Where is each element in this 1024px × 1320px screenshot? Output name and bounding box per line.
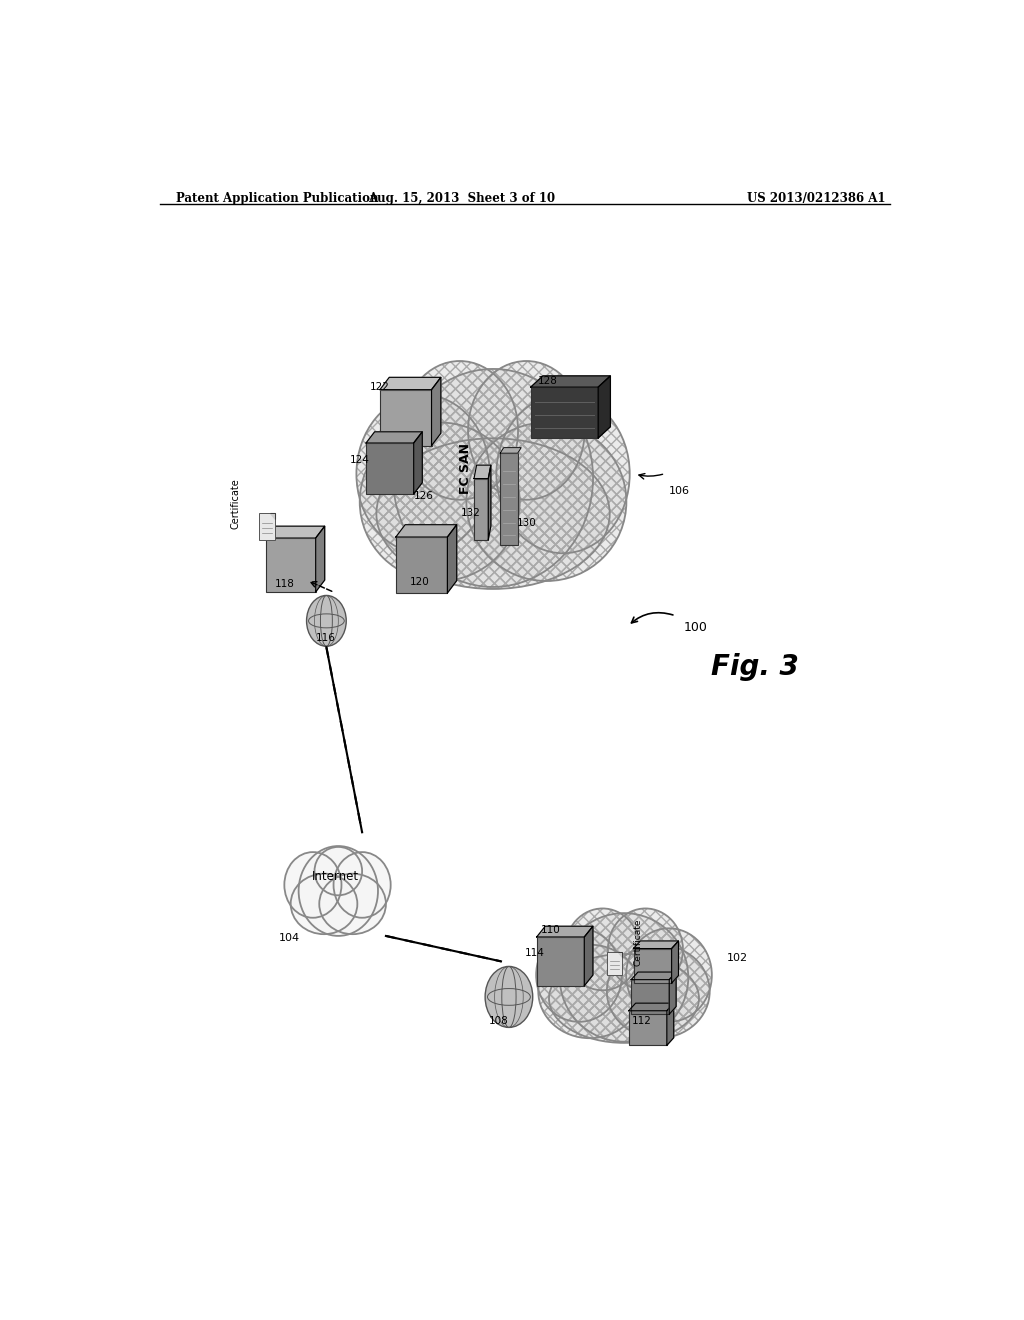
Polygon shape <box>617 952 622 957</box>
Bar <box>634 949 672 983</box>
Bar <box>259 513 274 540</box>
Ellipse shape <box>356 395 489 553</box>
Polygon shape <box>396 525 457 537</box>
Ellipse shape <box>299 846 378 936</box>
Polygon shape <box>634 941 679 949</box>
Bar <box>629 1011 667 1045</box>
Bar <box>265 539 315 591</box>
Text: US 2013/0212386 A1: US 2013/0212386 A1 <box>748 191 886 205</box>
Polygon shape <box>315 527 325 591</box>
Polygon shape <box>598 376 610 438</box>
Polygon shape <box>585 927 593 986</box>
Text: 130: 130 <box>517 519 537 528</box>
Ellipse shape <box>497 395 630 553</box>
Text: Internet: Internet <box>312 870 359 883</box>
Ellipse shape <box>314 847 362 895</box>
Ellipse shape <box>359 422 520 581</box>
Ellipse shape <box>393 370 593 587</box>
Text: 108: 108 <box>489 1016 509 1027</box>
Bar <box>367 444 414 494</box>
Text: 114: 114 <box>524 948 545 958</box>
Bar <box>396 537 447 593</box>
Text: 120: 120 <box>410 577 429 587</box>
Ellipse shape <box>626 928 712 1022</box>
Bar <box>380 389 431 446</box>
Text: 106: 106 <box>670 486 690 496</box>
Ellipse shape <box>537 928 622 1022</box>
Polygon shape <box>488 465 490 540</box>
Polygon shape <box>670 972 676 1014</box>
Text: 118: 118 <box>274 579 295 589</box>
Ellipse shape <box>401 360 518 500</box>
Ellipse shape <box>549 954 699 1043</box>
Circle shape <box>485 966 532 1027</box>
Polygon shape <box>474 465 490 479</box>
Polygon shape <box>431 378 441 446</box>
Text: FC SAN: FC SAN <box>459 444 472 494</box>
Text: 110: 110 <box>541 925 560 935</box>
Ellipse shape <box>285 853 341 917</box>
Ellipse shape <box>377 438 609 589</box>
Ellipse shape <box>291 874 357 935</box>
Text: 128: 128 <box>539 376 558 385</box>
Bar <box>631 979 670 1014</box>
Text: Certificate: Certificate <box>230 479 241 529</box>
Text: 132: 132 <box>461 508 481 519</box>
Polygon shape <box>537 927 593 937</box>
Ellipse shape <box>539 945 641 1039</box>
Polygon shape <box>414 432 422 494</box>
Text: 124: 124 <box>350 455 370 466</box>
Bar <box>537 937 585 986</box>
Text: 102: 102 <box>727 953 749 964</box>
Ellipse shape <box>565 908 640 990</box>
Polygon shape <box>629 1003 674 1011</box>
Text: 122: 122 <box>370 381 390 392</box>
Text: Certificate: Certificate <box>634 919 643 966</box>
Text: 116: 116 <box>316 634 336 643</box>
Ellipse shape <box>468 360 585 500</box>
Polygon shape <box>270 513 274 519</box>
Bar <box>530 387 598 438</box>
Ellipse shape <box>607 945 710 1039</box>
Ellipse shape <box>319 874 386 935</box>
Polygon shape <box>672 941 679 983</box>
Polygon shape <box>500 447 521 453</box>
Polygon shape <box>367 432 422 444</box>
Text: Aug. 15, 2013  Sheet 3 of 10: Aug. 15, 2013 Sheet 3 of 10 <box>368 191 555 205</box>
Ellipse shape <box>334 853 391 917</box>
Text: 100: 100 <box>684 620 708 634</box>
Ellipse shape <box>466 422 627 581</box>
Text: 126: 126 <box>414 491 433 500</box>
Polygon shape <box>265 527 325 539</box>
Circle shape <box>306 595 346 647</box>
Text: 112: 112 <box>632 1016 652 1027</box>
Text: 104: 104 <box>279 933 300 942</box>
Polygon shape <box>380 378 441 389</box>
Text: Patent Application Publication: Patent Application Publication <box>176 191 378 205</box>
Ellipse shape <box>560 913 688 1041</box>
Bar <box>500 453 518 545</box>
Bar <box>607 952 622 974</box>
Ellipse shape <box>608 908 683 990</box>
Polygon shape <box>447 525 457 593</box>
Bar <box>474 479 488 540</box>
Polygon shape <box>631 972 676 979</box>
Polygon shape <box>667 1003 674 1045</box>
Polygon shape <box>530 376 610 387</box>
Text: Fig. 3: Fig. 3 <box>711 652 799 681</box>
